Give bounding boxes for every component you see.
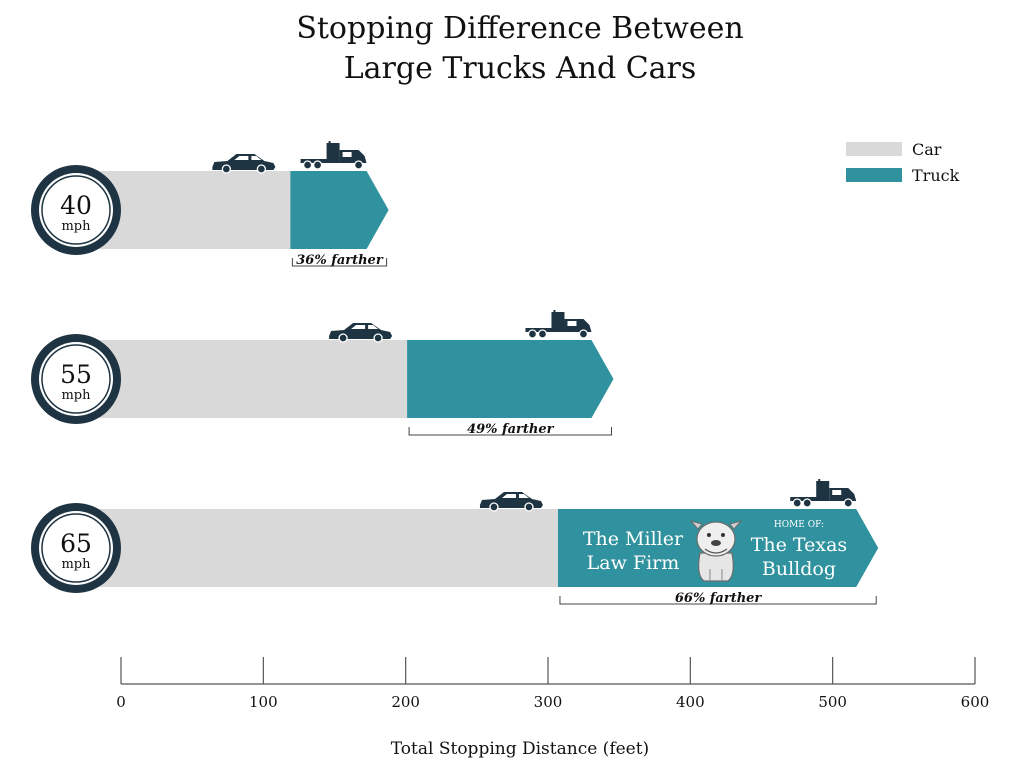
difference-bracket	[408, 427, 612, 436]
car-bar	[91, 171, 291, 249]
legend: Car Truck	[846, 140, 960, 185]
semi-truck-icon	[525, 310, 592, 339]
semi-truck-icon	[790, 479, 857, 508]
speed-unit: mph	[61, 557, 91, 572]
speed-value: 65	[60, 529, 92, 558]
legend-label-car: Car	[912, 140, 942, 159]
x-tick-label: 300	[534, 693, 563, 711]
speed-value: 55	[60, 360, 92, 389]
x-tick-label: 100	[249, 693, 278, 711]
x-tick-label: 200	[391, 693, 420, 711]
legend-swatch-truck	[846, 168, 902, 182]
difference-label: 49% farther	[467, 422, 555, 437]
difference-bracket	[559, 596, 877, 605]
chart-title-line-2: Large Trucks And Cars	[344, 51, 697, 86]
speed-unit: mph	[61, 219, 91, 234]
x-tick-label: 500	[818, 693, 847, 711]
chart-title-line-1: Stopping Difference Between	[296, 11, 743, 46]
semi-truck-icon	[300, 141, 367, 170]
firm-name-line-2: Law Firm	[587, 552, 680, 574]
firm-name-line-1: The Miller	[583, 528, 684, 550]
x-tick-label: 0	[116, 693, 126, 711]
speed-unit: mph	[61, 388, 91, 403]
x-tick-label: 400	[676, 693, 705, 711]
x-axis-label: Total Stopping Distance (feet)	[391, 739, 649, 759]
legend-swatch-car	[846, 142, 902, 156]
chart-title: Stopping Difference Between Large Trucks…	[296, 11, 743, 86]
bulldog-icon	[689, 520, 743, 582]
x-axis: 0 100 200 300 400 500 600	[116, 657, 989, 711]
x-tick-label: 600	[961, 693, 990, 711]
car-bar	[91, 340, 408, 418]
tagline-line-2: Bulldog	[762, 558, 836, 580]
car-icon	[479, 492, 543, 512]
difference-bracket	[291, 258, 388, 267]
car-bar	[91, 509, 558, 587]
home-of-label: HOME OF:	[774, 520, 824, 530]
legend-label-truck: Truck	[912, 166, 960, 185]
difference-label: 36% farther	[296, 253, 384, 268]
speed-value: 40	[60, 191, 92, 220]
truck-bar	[407, 340, 614, 418]
difference-label: 66% farther	[675, 591, 763, 606]
tagline-line-1: The Texas	[751, 534, 847, 556]
truck-bar	[290, 171, 389, 249]
car-icon	[212, 154, 276, 174]
car-icon	[329, 323, 393, 343]
